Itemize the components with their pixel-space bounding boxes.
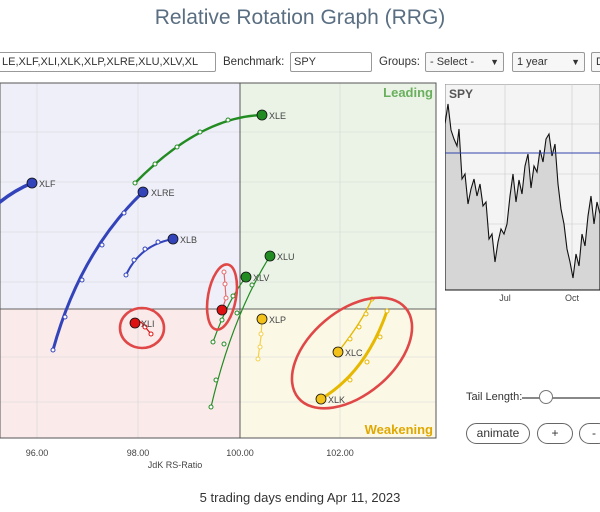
weakening-label: Weakening <box>365 422 433 437</box>
chevron-down-icon: ▼ <box>571 57 580 67</box>
xlf-marker[interactable]: XLF <box>26 177 56 189</box>
tail-markers <box>50 117 390 410</box>
xlre-label: XLRE <box>151 188 175 198</box>
xlb-marker[interactable]: XLB <box>167 233 197 245</box>
xlf-label: XLF <box>39 179 56 189</box>
xlre-tail <box>51 190 145 352</box>
xli-label: XLI <box>141 319 155 329</box>
period-select[interactable]: 1 year ▼ <box>512 52 585 72</box>
x-tick-100: 100.00 <box>226 448 254 458</box>
groups-select[interactable]: - Select - ▼ <box>425 52 504 72</box>
weakening-quadrant <box>240 309 436 438</box>
xlc-tail <box>337 298 373 353</box>
x-axis-label: JdK RS-Ratio <box>148 460 203 470</box>
xlc-marker[interactable]: XLC <box>332 346 363 358</box>
xlv-marker[interactable]: XLV <box>240 271 269 283</box>
rrg-chart: Leading Weakening <box>0 82 437 470</box>
tail-length-slider[interactable] <box>522 397 600 399</box>
xlp-marker[interactable]: XLP <box>256 313 286 325</box>
groups-label: Groups: <box>379 56 420 68</box>
groups-select-value: - Select - <box>430 56 475 68</box>
xli-red-trail <box>221 271 227 311</box>
x-tick-102: 102.00 <box>326 448 354 458</box>
xlre-marker[interactable]: XLRE <box>137 186 175 198</box>
extra-select-value: D <box>596 56 600 68</box>
xlc-label: XLC <box>345 348 363 358</box>
xlu-tail <box>210 255 271 408</box>
x-tick-98: 98.00 <box>127 448 150 458</box>
xlk-tail <box>319 309 389 401</box>
page-title: Relative Rotation Graph (RRG) <box>154 6 446 29</box>
extra-select[interactable]: D <box>591 52 600 72</box>
spy-price-area <box>445 103 600 291</box>
plus-button[interactable]: + <box>537 423 573 444</box>
xlc-xlk-highlight <box>290 296 414 410</box>
xlv-label: XLV <box>253 273 269 283</box>
benchmark-label: Benchmark: <box>223 56 285 68</box>
toolbar: LE,XLF,XLI,XLK,XLP,XLRE,XLU,XLV,XL Bench… <box>0 52 600 74</box>
xlv-highlight <box>205 263 239 331</box>
benchmark-input[interactable]: SPY <box>290 52 372 72</box>
x-tick-96: 96.00 <box>26 448 49 458</box>
xlb-label: XLB <box>180 235 197 245</box>
xlk-label: XLK <box>328 395 345 405</box>
xli-highlight <box>118 306 166 350</box>
spy-label: SPY <box>449 87 473 101</box>
improving-quadrant <box>0 83 240 309</box>
tail-length-slider-handle[interactable] <box>539 390 553 404</box>
spy-x-tick-jul: Jul <box>499 293 511 303</box>
chevron-down-icon: ▼ <box>490 57 499 67</box>
xlu-marker[interactable]: XLU <box>264 250 295 262</box>
highlight-annotations <box>118 263 414 410</box>
animate-button[interactable]: animate <box>466 423 530 444</box>
xlu-label: XLU <box>277 252 295 262</box>
footer-caption: 5 trading days ending Apr 11, 2023 <box>199 490 401 505</box>
spy-chart: SPY Jul Oct <box>445 84 600 303</box>
minus-button[interactable]: - <box>579 423 600 444</box>
leading-label: Leading <box>383 85 433 100</box>
xlk-marker[interactable]: XLK <box>315 393 345 405</box>
plot-border <box>0 82 437 439</box>
spy-x-tick-oct: Oct <box>565 293 580 303</box>
symbols-input[interactable]: LE,XLF,XLI,XLK,XLP,XLRE,XLU,XLV,XL <box>0 52 216 72</box>
xlv-tail <box>212 276 247 343</box>
xli-trail-marker[interactable] <box>216 304 228 316</box>
tail-length-label: Tail Length: <box>466 391 523 403</box>
xli-marker[interactable]: XLI <box>129 317 155 329</box>
xlp-tail <box>257 319 263 360</box>
period-select-value: 1 year <box>517 56 548 68</box>
xle-marker[interactable]: XLE <box>256 109 286 121</box>
leading-quadrant <box>240 83 436 309</box>
xlp-label: XLP <box>269 315 286 325</box>
xle-label: XLE <box>269 111 286 121</box>
